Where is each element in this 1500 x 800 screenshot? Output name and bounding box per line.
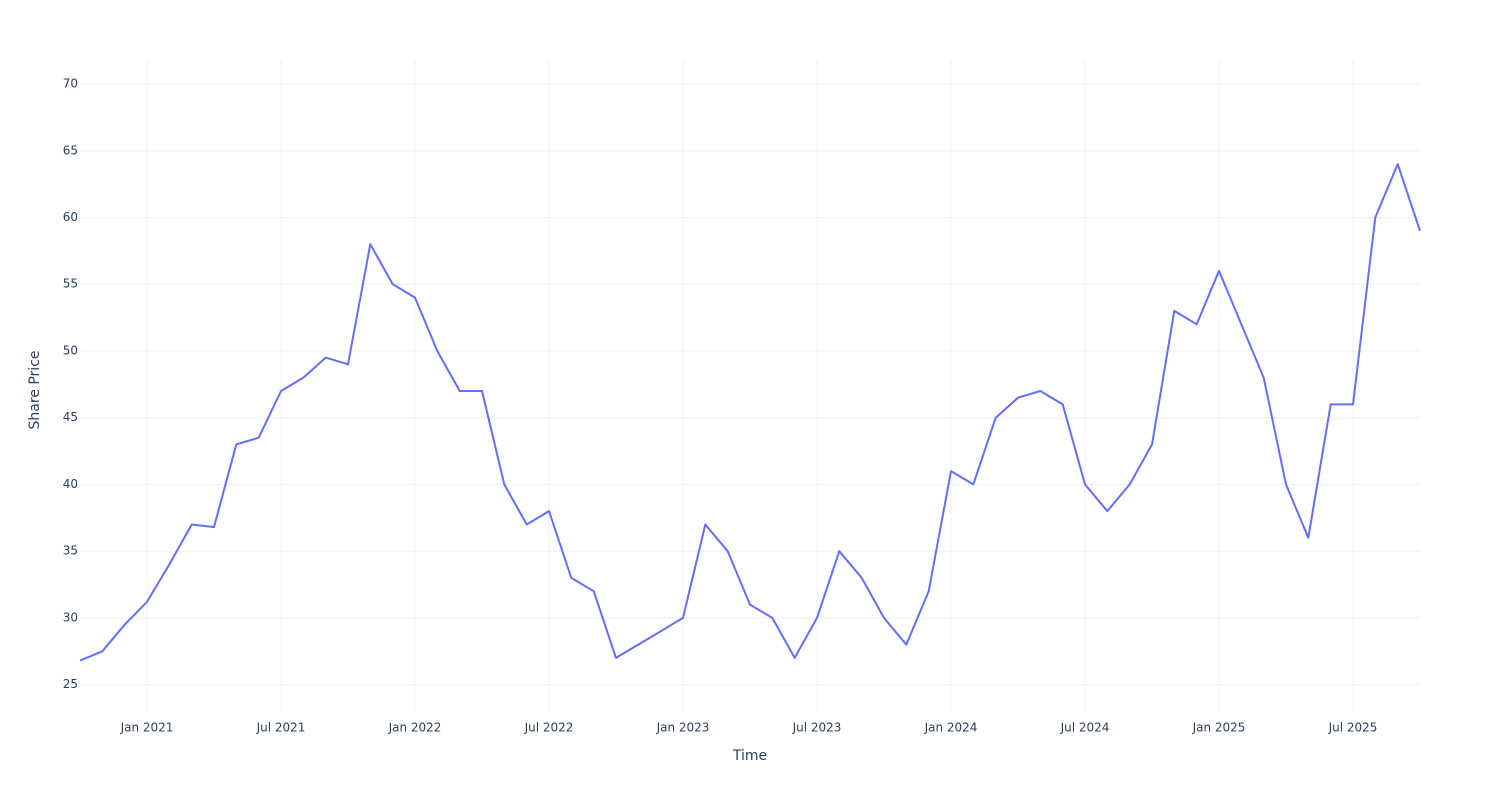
y-tick-label: 65 [63, 143, 78, 157]
x-tick-label: Jul 2023 [792, 721, 842, 735]
y-tick-label: 30 [63, 610, 78, 624]
y-tick-label: 50 [63, 343, 78, 357]
y-tick-label: 40 [63, 477, 78, 491]
x-tick-label: Jul 2021 [256, 721, 306, 735]
y-tick-label: 35 [63, 544, 78, 558]
x-tick-label: Jan 2021 [120, 721, 174, 735]
x-tick-label: Jan 2024 [924, 721, 978, 735]
x-tick-label: Jan 2023 [656, 721, 710, 735]
price-line [79, 163, 1421, 662]
y-tick-label: 25 [63, 677, 78, 691]
y-tick-label: 55 [63, 277, 78, 291]
x-tick-label: Jan 2025 [1192, 721, 1246, 735]
x-tick-label: Jul 2022 [524, 721, 574, 735]
y-tick-label: 45 [63, 410, 78, 424]
x-tick-label: Jul 2025 [1328, 721, 1378, 735]
x-axis-title: Time [732, 748, 767, 764]
x-tick-label: Jan 2022 [388, 721, 442, 735]
x-tick-label: Jul 2024 [1060, 721, 1110, 735]
y-axis-title: Share Price [27, 350, 43, 429]
y-tick-label: 60 [63, 210, 78, 224]
y-tick-label: 70 [63, 77, 78, 91]
